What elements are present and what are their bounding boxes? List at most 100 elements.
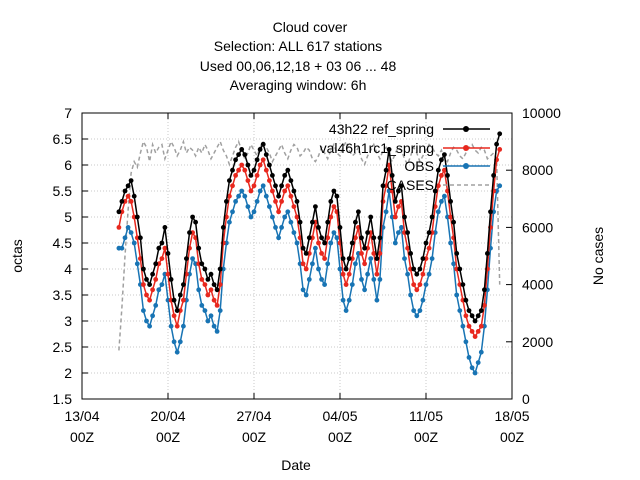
series-point [242,167,248,173]
series-point [300,287,306,293]
series-point [472,334,478,339]
series-point [472,370,478,376]
series-point [478,308,484,313]
series-point [435,167,441,173]
series-point [282,214,288,220]
series-point [257,188,263,194]
series-point [233,157,239,163]
series-point [141,266,146,272]
series-point [420,297,426,303]
series-point [303,266,309,272]
series-point [383,167,389,173]
series-point [285,167,291,173]
series-point [445,173,450,178]
series-point [331,230,337,236]
series-point [343,282,349,287]
series-point [316,266,321,272]
series-point [497,131,503,137]
x-tick-label-date: 20/04 [150,408,185,424]
series-point [306,277,312,282]
series-point [251,209,257,215]
series-point [270,214,275,220]
series-point [150,271,156,277]
series-point [177,339,183,345]
series-point [162,245,168,251]
series-point [439,199,444,204]
x-tick-label-hour: 00Z [70,429,95,445]
series-point [211,282,217,287]
series-point [448,199,453,204]
legend-marker [463,163,469,169]
series-point [463,339,469,345]
series-point [260,183,266,189]
series-point [475,360,481,365]
series-point [171,339,177,345]
series-point [349,282,355,287]
series-point [408,251,413,256]
series-point [171,313,177,319]
series-point [141,308,146,313]
series-point [217,308,223,313]
series-point [159,282,165,287]
series-point [417,308,423,313]
series-point [392,214,398,220]
series-point [205,292,211,298]
series-point [165,251,171,256]
series-point [236,193,242,199]
series-point [466,323,472,329]
series-point [359,235,364,241]
y-tick-label: 5 [64,209,72,225]
series-point [353,235,358,241]
series-point [116,225,122,230]
x-tick-label-hour: 00Z [242,429,267,445]
series-point [451,261,456,267]
series-point [224,199,229,204]
series-point [392,199,398,204]
series-point [494,141,499,147]
series-point [177,292,183,298]
series-point [411,308,417,313]
series-point [297,219,303,225]
series-point [362,287,367,293]
series-point [303,251,309,256]
series-point [454,292,460,298]
series-point [325,235,331,241]
series-point [435,183,441,189]
series-point [181,323,186,329]
series-point [202,308,208,313]
series-point [439,157,444,163]
series-point [322,240,327,246]
series-point [294,199,300,204]
series-point [125,225,131,230]
series-point [214,329,220,334]
series-point [211,323,217,329]
series-point [334,235,340,241]
series-point [291,188,297,194]
series-point [202,266,208,272]
series-point [159,256,165,261]
series-point [174,349,180,355]
series-point [230,183,235,189]
series-point [147,297,153,303]
series-point [233,173,239,178]
series-point [131,193,137,199]
series-point [331,188,337,194]
series-point [417,282,423,287]
series-point [248,188,254,194]
series-point [478,323,484,329]
series-point [451,219,456,225]
series-point [377,251,383,256]
series-point [260,141,266,147]
series-point [273,225,278,230]
series-point [322,282,327,287]
series-point [128,199,134,204]
series-point [156,245,162,251]
series-point [267,204,272,210]
series-point [396,230,401,236]
series-point [263,152,269,158]
series-point [340,271,346,277]
series-point [227,193,232,199]
series-point [463,313,469,319]
series-point [184,256,189,261]
y-axis-label: octas [9,239,25,272]
